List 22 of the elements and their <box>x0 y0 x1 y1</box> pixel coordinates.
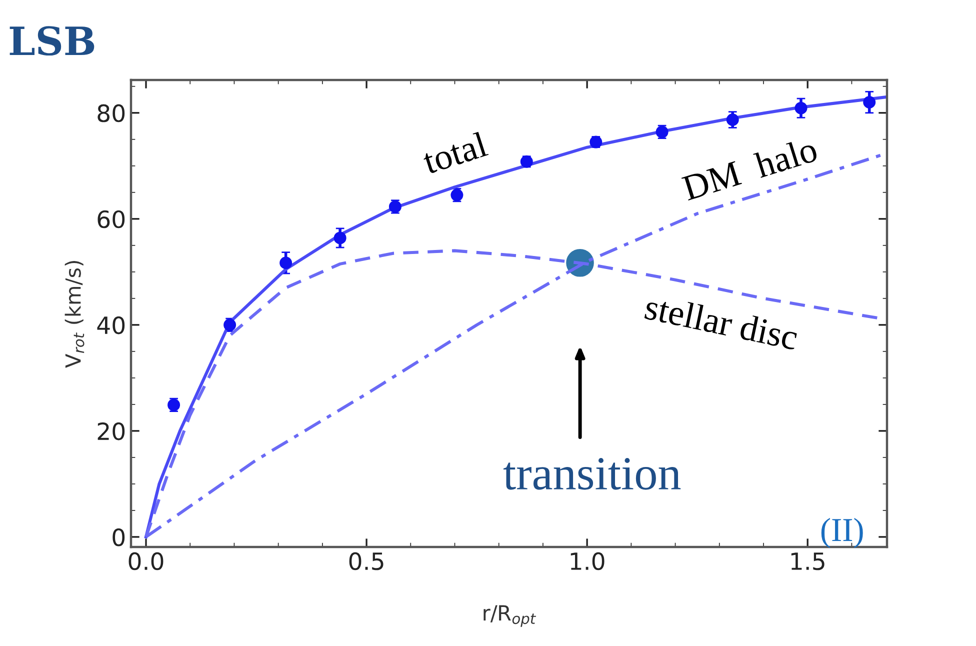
text: stellar disc <box>644 294 800 350</box>
annotation: transition <box>503 458 681 490</box>
text: total <box>420 130 489 174</box>
y-axis-title: V$_{rot}$ (km/s) <box>64 261 84 368</box>
chart-title: LSB <box>10 26 94 56</box>
text: DM halo <box>680 136 818 201</box>
point <box>794 102 808 114</box>
x-axis-title: r/R$_{opt}$ <box>484 605 536 627</box>
x-tick-label: 0.0 <box>128 552 164 570</box>
y-tick-label: 40 <box>97 316 125 334</box>
y-tick-label: 20 <box>98 422 125 440</box>
y-tick-label: 0 <box>112 528 125 546</box>
y-tick-label: 80 <box>98 104 125 122</box>
point <box>726 114 739 126</box>
y-tick-label: 60 <box>98 210 125 228</box>
annotation: (II) <box>821 518 863 548</box>
point <box>334 232 346 244</box>
x-tick-label: 1.5 <box>791 552 824 570</box>
point <box>280 256 292 270</box>
x-tick-label: 1.0 <box>570 552 604 570</box>
x-tick-label: 0.5 <box>349 552 384 570</box>
point <box>863 96 876 109</box>
